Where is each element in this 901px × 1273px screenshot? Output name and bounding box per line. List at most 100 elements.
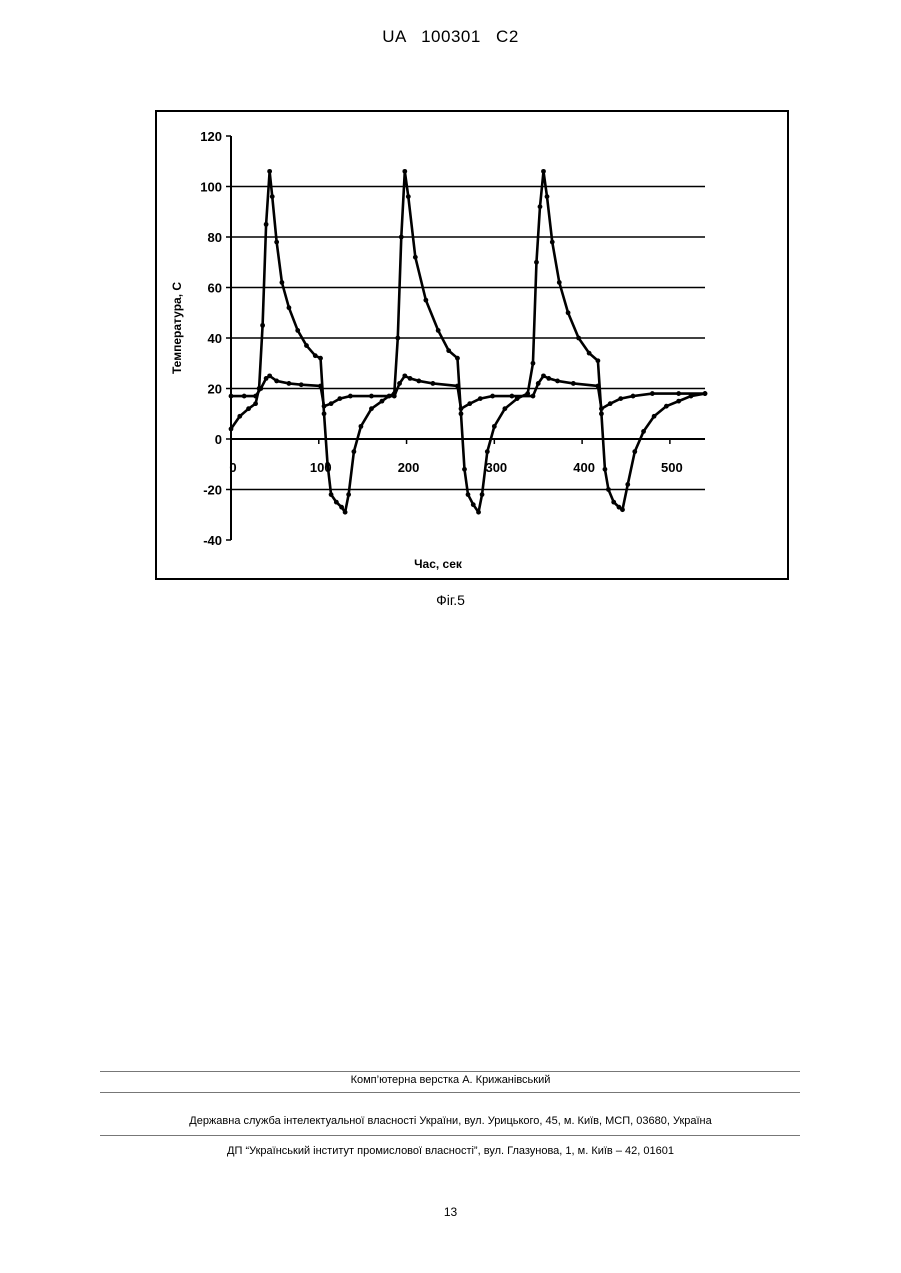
- series-0-point-41: [471, 502, 476, 507]
- footer-typesetter: Комп’ютерна верстка А. Крижанівський: [0, 1074, 901, 1086]
- series-1-point-40: [703, 391, 708, 396]
- series-0-point-25: [369, 406, 374, 411]
- series-0-point-0: [229, 427, 234, 432]
- y-tick-label-5: 20: [208, 382, 222, 397]
- series-0-point-24: [359, 424, 364, 429]
- series-1-point-30: [546, 376, 551, 381]
- series-0-point-8: [270, 194, 275, 199]
- series-0-point-35: [436, 328, 441, 333]
- temperature-chart: 120100806040200-20-400100200300400500Час…: [157, 112, 787, 578]
- y-axis-title: Температура, С: [170, 282, 184, 374]
- series-0-line: [231, 171, 705, 512]
- series-1-point-15: [392, 394, 397, 399]
- figure-caption: Фіг.5: [0, 592, 901, 608]
- series-0-point-60: [599, 411, 604, 416]
- series-0-markers: [229, 169, 708, 515]
- series-0-point-68: [641, 429, 646, 434]
- series-0-point-55: [557, 280, 562, 285]
- series-0-point-69: [652, 414, 657, 419]
- series-1-point-3: [258, 386, 263, 391]
- series-0-point-26: [380, 399, 385, 404]
- series-1-point-25: [490, 394, 495, 399]
- series-0-point-62: [606, 487, 611, 492]
- series-0-point-58: [587, 351, 592, 356]
- series-0-point-19: [334, 500, 339, 505]
- y-tick-label-6: 0: [215, 432, 222, 447]
- series-0-point-63: [611, 500, 616, 505]
- series-0-point-13: [304, 343, 309, 348]
- series-0-point-71: [676, 399, 681, 404]
- y-tick-label-4: 40: [208, 331, 222, 346]
- series-0-point-1: [237, 414, 242, 419]
- series-0-point-45: [492, 424, 497, 429]
- series-1-point-21: [455, 384, 460, 389]
- series-0-point-22: [346, 492, 351, 497]
- series-0-point-29: [395, 336, 400, 341]
- series-0-point-17: [325, 462, 330, 467]
- footer-rule-middle: [100, 1092, 800, 1093]
- series-1-point-16: [397, 381, 402, 386]
- series-0-point-14: [313, 353, 318, 358]
- series-0-point-6: [264, 222, 269, 227]
- x-tick-label-0: 0: [229, 460, 236, 475]
- series-0-point-21: [343, 510, 348, 515]
- series-0-point-59: [596, 358, 601, 363]
- series-1-point-32: [571, 381, 576, 386]
- figure-frame: 120100806040200-20-400100200300400500Час…: [155, 110, 789, 580]
- series-1-point-33: [596, 384, 601, 389]
- series-0-point-39: [462, 467, 467, 472]
- series-0-point-57: [576, 336, 581, 341]
- patent-number-header: UA 100301 C2: [0, 27, 901, 47]
- series-0-point-9: [274, 240, 279, 245]
- series-0-point-30: [399, 235, 404, 240]
- y-tick-label-0: 120: [200, 129, 222, 144]
- series-1-point-26: [509, 394, 514, 399]
- page-number: 13: [0, 1205, 901, 1219]
- series-1-point-1: [242, 394, 247, 399]
- series-0-point-34: [423, 298, 428, 303]
- series-0-point-3: [253, 401, 258, 406]
- series-1-point-11: [329, 401, 334, 406]
- y-tick-label-8: -40: [203, 533, 222, 548]
- series-0-point-54: [550, 240, 555, 245]
- series-0-point-46: [502, 406, 507, 411]
- series-1-point-5: [267, 373, 272, 378]
- series-1-point-18: [408, 376, 413, 381]
- series-1-point-7: [287, 381, 292, 386]
- y-tick-label-2: 80: [208, 230, 222, 245]
- series-1-point-29: [541, 373, 546, 378]
- series-1-point-12: [337, 396, 342, 401]
- series-0-point-51: [538, 204, 543, 209]
- series-0-point-15: [318, 356, 323, 361]
- series-0-point-40: [466, 492, 471, 497]
- series-1-point-17: [402, 373, 407, 378]
- series-0-point-38: [459, 411, 464, 416]
- series-0-point-43: [480, 492, 485, 497]
- series-1-point-14: [369, 394, 374, 399]
- series-1-point-38: [650, 391, 655, 396]
- x-tick-label-3: 300: [485, 460, 507, 475]
- series-0-point-31: [402, 169, 407, 174]
- series-0-point-44: [485, 449, 490, 454]
- series-0-point-66: [625, 482, 630, 487]
- x-tick-label-2: 200: [398, 460, 420, 475]
- series-0-point-20: [339, 505, 344, 510]
- series-1-point-27: [531, 394, 536, 399]
- series-1-point-31: [555, 379, 560, 384]
- footer-rule-bottom: [100, 1135, 800, 1136]
- series-1-point-20: [430, 381, 435, 386]
- series-1-point-28: [536, 381, 541, 386]
- series-0-point-53: [545, 194, 550, 199]
- series-1-point-0: [229, 394, 234, 399]
- series-1-point-2: [253, 394, 258, 399]
- series-0-point-67: [632, 449, 637, 454]
- series-0-point-2: [246, 406, 251, 411]
- footer-publisher: Державна служба інтелектуальної власност…: [0, 1115, 901, 1127]
- x-tick-label-5: 500: [661, 460, 683, 475]
- series-0-point-36: [446, 348, 451, 353]
- series-1-point-36: [618, 396, 623, 401]
- x-axis-title: Час, сек: [414, 557, 463, 571]
- series-0-point-65: [620, 507, 625, 512]
- series-0-point-32: [406, 194, 411, 199]
- y-tick-label-3: 60: [208, 281, 222, 296]
